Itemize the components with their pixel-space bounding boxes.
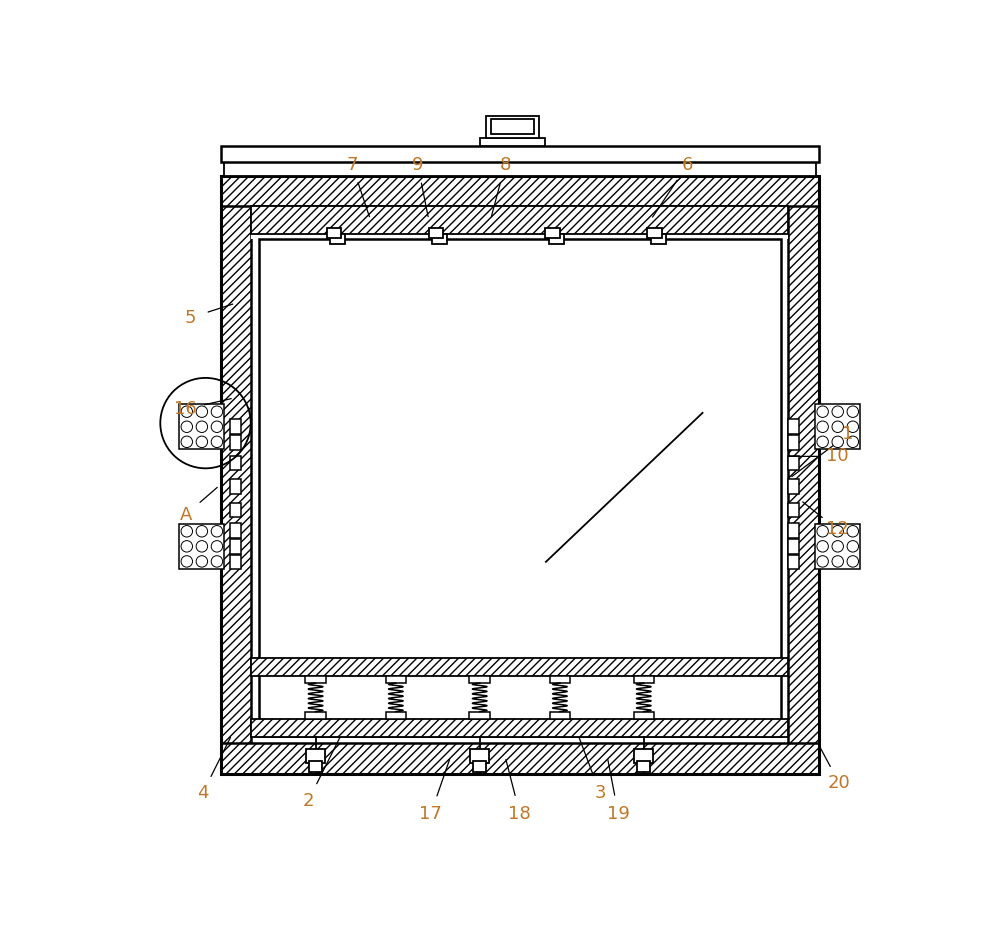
Bar bbox=[788, 420, 799, 434]
Bar bbox=[251, 206, 788, 234]
Bar bbox=[815, 404, 860, 450]
Bar bbox=[306, 749, 325, 762]
Text: 4: 4 bbox=[197, 784, 208, 802]
Bar bbox=[788, 479, 799, 493]
Bar bbox=[470, 749, 489, 762]
Bar bbox=[634, 749, 653, 762]
Bar bbox=[788, 456, 799, 471]
Bar bbox=[305, 711, 326, 719]
Bar bbox=[491, 119, 534, 134]
Bar bbox=[788, 524, 799, 538]
Bar bbox=[432, 234, 447, 244]
Bar bbox=[179, 404, 224, 450]
Bar bbox=[549, 234, 564, 244]
Text: 5: 5 bbox=[184, 309, 196, 327]
Bar bbox=[788, 436, 799, 450]
Bar bbox=[637, 761, 650, 772]
Bar bbox=[634, 711, 654, 719]
Bar bbox=[480, 137, 545, 147]
Bar bbox=[550, 676, 570, 683]
Text: A: A bbox=[180, 506, 192, 524]
Bar bbox=[179, 524, 224, 569]
Text: 16: 16 bbox=[174, 400, 197, 418]
Bar bbox=[788, 555, 799, 569]
Bar bbox=[651, 234, 666, 244]
Bar bbox=[429, 228, 443, 239]
Text: 20: 20 bbox=[828, 774, 851, 792]
Bar bbox=[647, 228, 662, 239]
Text: 6: 6 bbox=[682, 155, 693, 173]
Bar bbox=[221, 175, 819, 206]
Bar bbox=[788, 175, 819, 774]
Bar bbox=[486, 116, 539, 137]
Bar bbox=[221, 743, 819, 774]
Bar bbox=[259, 239, 781, 736]
Bar bbox=[251, 234, 788, 239]
Bar bbox=[788, 539, 799, 554]
Bar bbox=[221, 175, 251, 774]
Bar bbox=[309, 761, 322, 772]
Bar bbox=[230, 524, 241, 538]
Bar bbox=[327, 228, 341, 239]
Bar bbox=[230, 503, 241, 517]
Bar bbox=[330, 234, 345, 244]
Bar bbox=[221, 147, 819, 163]
Bar bbox=[251, 719, 788, 737]
Bar bbox=[469, 676, 490, 683]
Bar bbox=[815, 524, 860, 569]
Text: 7: 7 bbox=[346, 155, 358, 173]
Bar bbox=[634, 676, 654, 683]
Bar bbox=[550, 711, 570, 719]
Bar bbox=[230, 456, 241, 471]
Bar bbox=[230, 436, 241, 450]
Bar bbox=[545, 228, 560, 239]
Text: 3: 3 bbox=[594, 784, 606, 802]
Text: 8: 8 bbox=[500, 155, 511, 173]
Text: 1: 1 bbox=[842, 425, 854, 443]
Bar bbox=[469, 711, 490, 719]
Bar bbox=[221, 175, 819, 774]
Text: 18: 18 bbox=[508, 805, 531, 823]
Text: 10: 10 bbox=[826, 447, 848, 465]
Text: 2: 2 bbox=[303, 792, 314, 810]
Bar bbox=[386, 676, 406, 683]
Bar bbox=[224, 163, 816, 175]
Bar bbox=[230, 420, 241, 434]
Bar bbox=[788, 503, 799, 517]
Text: 17: 17 bbox=[419, 805, 442, 823]
Text: 9: 9 bbox=[412, 155, 423, 173]
Bar bbox=[251, 657, 788, 676]
Bar bbox=[473, 761, 486, 772]
Bar bbox=[305, 676, 326, 683]
Bar bbox=[230, 555, 241, 569]
Bar bbox=[230, 479, 241, 493]
Text: 19: 19 bbox=[607, 805, 630, 823]
Text: 12: 12 bbox=[826, 520, 848, 538]
Bar bbox=[386, 711, 406, 719]
Bar bbox=[230, 539, 241, 554]
